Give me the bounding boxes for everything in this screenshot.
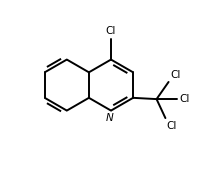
Text: Cl: Cl bbox=[166, 121, 177, 131]
Text: Cl: Cl bbox=[170, 70, 181, 80]
Text: N: N bbox=[106, 113, 114, 123]
Text: Cl: Cl bbox=[106, 26, 116, 36]
Text: Cl: Cl bbox=[179, 94, 190, 104]
